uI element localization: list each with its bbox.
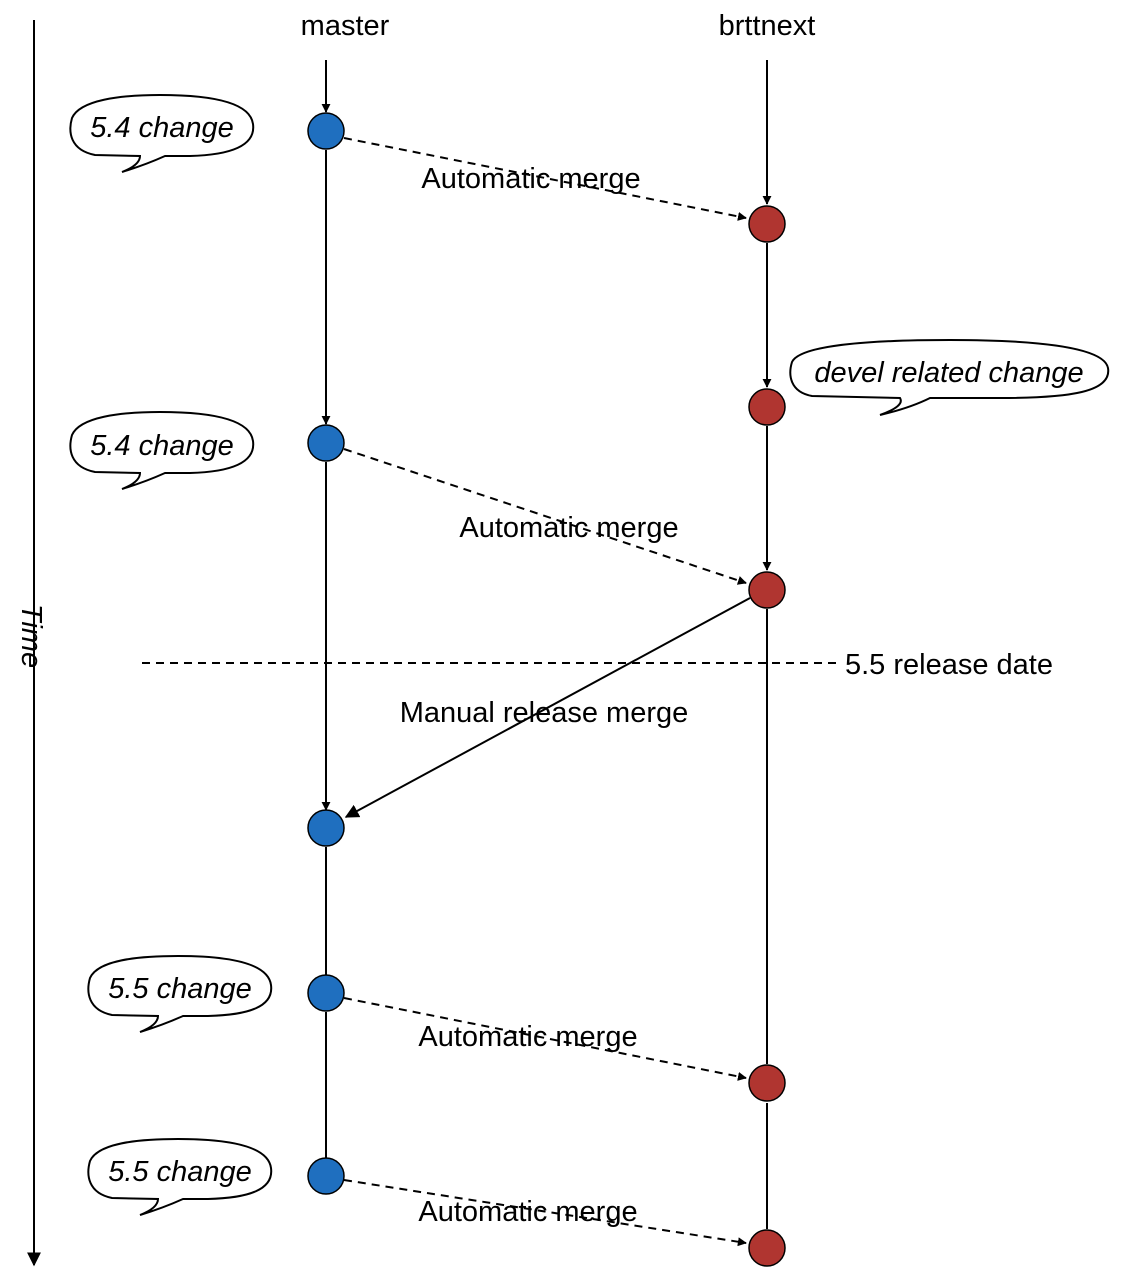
commit-node-master[interactable]	[307, 112, 345, 150]
time-axis: Time	[15, 20, 47, 1267]
commit-node-next[interactable]	[748, 571, 786, 609]
commit-node-master[interactable]	[307, 1157, 345, 1195]
commit-node-master[interactable]	[307, 809, 345, 847]
merge-label: Automatic merge	[418, 1196, 637, 1228]
speech-bubble: 5.5 change	[87, 954, 273, 1033]
branch-label-master: master	[301, 10, 390, 42]
release-merge-label: Manual release merge	[400, 697, 689, 729]
speech-bubble: 5.4 change	[69, 410, 255, 490]
next-commits	[748, 205, 786, 1267]
merge-arrow	[343, 1179, 747, 1247]
merge-edge: Automatic merge	[343, 1179, 747, 1247]
merge-label: Automatic merge	[418, 1021, 637, 1053]
release-marker: 5.5 release date	[142, 649, 1053, 681]
commit-node-next[interactable]	[748, 1064, 786, 1102]
release-merge-edge: Manual release merge	[344, 597, 751, 818]
merge-label: Automatic merge	[421, 163, 640, 195]
commit-node-next[interactable]	[748, 388, 786, 426]
merge-arrow	[343, 448, 747, 585]
bubble-text: 5.5 change	[108, 973, 252, 1005]
branch-label-next: brttnext	[719, 10, 816, 42]
commit-node-next[interactable]	[748, 205, 786, 243]
merge-label: Automatic merge	[459, 512, 678, 544]
commit-node-next[interactable]	[748, 1229, 786, 1267]
commit-node-master[interactable]	[307, 974, 345, 1012]
time-axis-label: Time	[15, 604, 47, 668]
bubble-text: 5.5 change	[108, 1156, 252, 1188]
master-commits	[307, 112, 345, 1195]
release-date-label: 5.5 release date	[845, 649, 1053, 681]
merge-edge: Automatic merge	[343, 997, 747, 1081]
speech-bubble: 5.5 change	[87, 1137, 273, 1216]
merge-edge: Automatic merge	[343, 448, 747, 585]
merge-edge: Automatic merge	[343, 137, 747, 221]
commit-node-master[interactable]	[307, 424, 345, 462]
bubble-text: 5.4 change	[90, 112, 234, 144]
merge-arrow	[343, 137, 747, 221]
bubble-text: 5.4 change	[90, 430, 234, 462]
speech-bubble: devel related change	[789, 338, 1110, 416]
bubble-text: devel related change	[814, 357, 1083, 389]
release-merge-arrow	[344, 597, 751, 818]
speech-bubble: 5.4 change	[69, 93, 255, 173]
merge-arrow	[343, 997, 747, 1081]
